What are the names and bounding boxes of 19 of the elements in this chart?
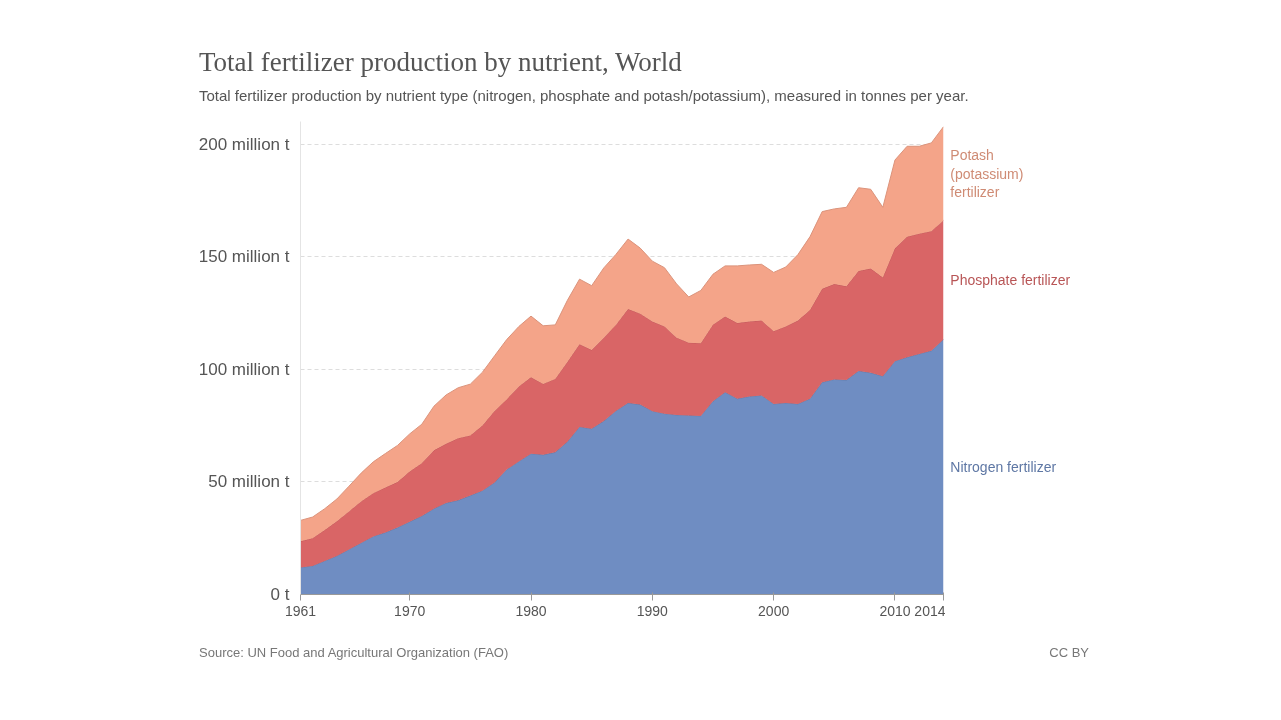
x-tick-label: 1990 bbox=[636, 602, 669, 619]
text: CC BY bbox=[1049, 644, 1089, 663]
x-tick-label: 1961 bbox=[284, 602, 317, 619]
series-label: Potash (potassium) fertilizer bbox=[950, 147, 1024, 201]
y-tick-label: 0 t bbox=[270, 585, 290, 605]
chart-title: Total fertilizer production by nutrient, World bbox=[199, 47, 682, 78]
source-note: Source: UN Food and Agricultural Organization (FAO) bbox=[199, 644, 509, 663]
x-tick-label: 2014 bbox=[914, 602, 946, 619]
chart-subtitle: Total fertilizer production by nutrient type (nitrogen, phosphate and potash/potassium), measured in tonnes per year. bbox=[199, 86, 969, 105]
x-tick-label: 2010 bbox=[879, 602, 911, 619]
x-tick-label: 1980 bbox=[515, 602, 547, 619]
series-label: Nitrogen fertilizer bbox=[950, 459, 1057, 476]
y-tick-label: 200 million t bbox=[198, 134, 290, 154]
series-label: Phosphate fertilizer bbox=[950, 272, 1071, 289]
y-tick-label: 50 million t bbox=[208, 472, 290, 492]
x-tick-label: 2000 bbox=[758, 602, 790, 619]
y-tick-label: 150 million t bbox=[198, 247, 290, 267]
y-tick-label: 100 million t bbox=[198, 359, 290, 379]
x-tick-label: 1970 bbox=[394, 602, 426, 619]
